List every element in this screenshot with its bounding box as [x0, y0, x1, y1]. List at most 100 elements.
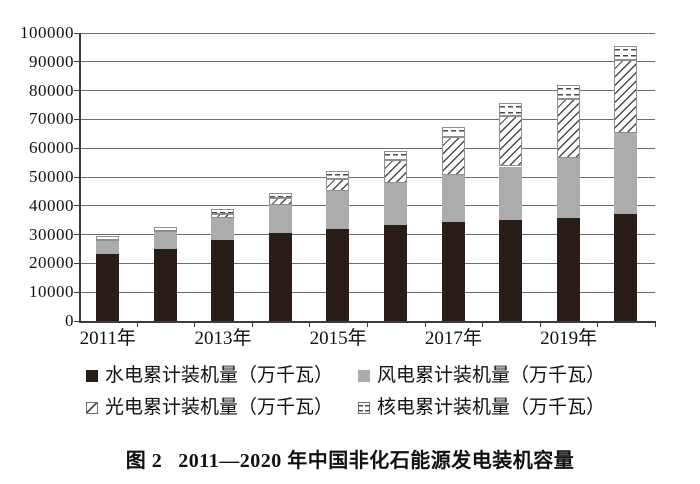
x-axis-tick — [194, 322, 196, 327]
x-axis-tick-label: 2019年 — [540, 328, 598, 349]
legend-swatch-solid-gray — [358, 370, 370, 382]
legend-label: 核电累计装机量（万千瓦） — [377, 397, 606, 418]
y-axis-tick-label: 70000 — [29, 109, 74, 129]
legend-item: 风电累计装机量（万千瓦） — [358, 364, 646, 388]
y-axis-line — [79, 33, 81, 322]
bar-segment — [211, 240, 235, 321]
bar-segment — [326, 191, 350, 229]
x-axis-tick — [309, 322, 311, 327]
y-axis-tick — [74, 90, 79, 92]
bar-group — [79, 33, 137, 321]
x-axis-tick — [424, 322, 426, 327]
x-axis-tick-label: 2013年 — [194, 328, 252, 349]
x-axis-tick-label: 2017年 — [424, 328, 482, 349]
bar-segment — [614, 214, 638, 321]
bar-segment — [326, 171, 350, 179]
gridline — [79, 61, 655, 63]
legend-swatch-dash-dot — [358, 402, 370, 414]
gridline — [79, 291, 655, 293]
bar-segment — [556, 218, 580, 321]
bar-segment — [499, 219, 523, 321]
bar-segment — [384, 182, 407, 226]
bar-segment — [211, 218, 235, 241]
legend: 水电累计装机量（万千瓦） 风电累计装机量（万千瓦） 光电累计装机量（万千瓦） 核电累计… — [86, 364, 646, 420]
bar-segment — [614, 133, 638, 215]
bar-segment — [556, 84, 580, 99]
bar-segment — [268, 233, 292, 321]
y-axis-tick-label: 60000 — [29, 138, 74, 158]
bar-segment — [499, 103, 523, 117]
gridline — [79, 118, 655, 120]
y-axis-tick — [74, 234, 79, 236]
y-axis-tick-label: 30000 — [29, 224, 74, 244]
y-axis-tick — [74, 262, 79, 264]
y-axis-tick-label: 20000 — [29, 253, 74, 273]
bar-group — [540, 33, 598, 321]
bar-segment — [499, 166, 523, 220]
y-axis-tick — [74, 118, 79, 120]
y-axis-tick-label: 40000 — [29, 195, 74, 215]
legend-label: 光电累计装机量（万千瓦） — [105, 397, 334, 418]
gridline — [79, 205, 655, 207]
x-axis-tick — [251, 322, 253, 327]
bar-group — [482, 33, 540, 321]
figure-caption: 图 2 2011—2020 年中国非化石能源发电装机容量 — [0, 444, 700, 473]
bar-segment — [441, 221, 465, 321]
y-axis-tick-label: 80000 — [29, 80, 74, 100]
x-axis-tick — [482, 322, 484, 327]
legend-label: 风电累计装机量（万千瓦） — [377, 365, 606, 386]
y-axis-tick-label: 0 — [65, 311, 74, 330]
caption-title: 2011—2020 年中国非化石能源发电装机容量 — [178, 450, 575, 472]
bar-segment — [96, 240, 119, 254]
legend-swatch-diagonal-hatch — [86, 402, 98, 414]
caption-label: 图 2 — [125, 450, 163, 472]
bar-group — [194, 33, 252, 321]
y-axis-tick-label: 10000 — [29, 282, 74, 302]
bar-segment — [326, 178, 350, 192]
x-axis-tick — [539, 322, 541, 327]
y-axis-tick — [74, 32, 79, 34]
bar-segment — [441, 174, 465, 222]
bar-segment — [153, 227, 177, 231]
legend-item: 核电累计装机量（万千瓦） — [358, 396, 646, 420]
bar-group — [597, 33, 655, 321]
stacked-bar-chart: 0 10000 20000 30000 40000 50000 60000 70000 8000… — [20, 23, 656, 349]
gridline — [79, 90, 655, 92]
bar-group — [137, 33, 195, 321]
y-axis-tick — [74, 320, 79, 322]
y-axis-tick — [74, 61, 79, 63]
y-axis-tick — [74, 291, 79, 293]
plot-area — [79, 32, 655, 321]
bar-segment — [384, 160, 407, 183]
bar-segment — [153, 231, 177, 250]
x-axis-tick-label: 2011年 — [79, 328, 136, 349]
bar-segment — [96, 253, 119, 321]
bar-group — [367, 33, 425, 321]
y-axis-tick-label: 90000 — [29, 51, 74, 71]
bar-segment — [211, 213, 235, 219]
x-axis-tick — [655, 322, 656, 327]
y-axis-tick-label: 50000 — [29, 167, 74, 186]
gridline — [79, 234, 655, 236]
bar-segment — [268, 205, 292, 234]
bar-segment — [268, 192, 292, 199]
x-axis-tick — [597, 322, 599, 327]
x-axis-tick — [367, 322, 368, 327]
bar-segment — [556, 157, 580, 219]
y-axis-tick — [74, 176, 79, 178]
y-axis-tick — [74, 147, 79, 149]
x-axis-tick — [136, 322, 138, 327]
gridline — [79, 262, 655, 264]
gridline — [79, 147, 655, 149]
legend-item: 光电累计装机量（万千瓦） — [86, 396, 358, 420]
gridline — [79, 32, 655, 34]
bar-segment — [96, 236, 119, 240]
legend-label: 水电累计装机量（万千瓦） — [105, 365, 334, 386]
bar-segment — [441, 137, 465, 175]
bar-group — [252, 33, 310, 321]
bar-segment — [499, 116, 523, 167]
y-axis-tick-label: 100000 — [20, 23, 74, 42]
bar-group — [425, 33, 483, 321]
bar-segment — [384, 150, 407, 161]
